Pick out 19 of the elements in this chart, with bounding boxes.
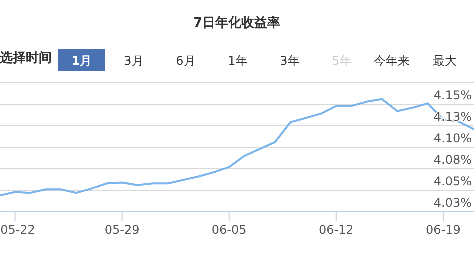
text: 1月 — [72, 54, 92, 68]
x-tick-label: 05-22 — [0, 223, 36, 237]
text: 1年 — [228, 54, 248, 68]
y-tick-label: 4.15% — [434, 88, 472, 102]
text: 选择时间 — [0, 51, 52, 66]
chart-title: 7日年化收益率 — [193, 15, 281, 31]
y-tick-label: 4.03% — [434, 196, 472, 210]
text: 今年来 — [374, 54, 410, 68]
text: 3年 — [280, 54, 300, 68]
y-tick-label: 4.05% — [434, 174, 472, 188]
x-tick-label: 06-12 — [318, 223, 354, 237]
x-tick-label: 05-29 — [104, 223, 140, 237]
x-tick-label: 06-05 — [212, 223, 247, 237]
x-tick-label: 06-19 — [426, 223, 461, 237]
text: 3月 — [124, 54, 144, 68]
y-tick-label: 4.10% — [434, 132, 472, 146]
y-tick-label: 4.08% — [434, 153, 472, 167]
text: 最大 — [433, 54, 457, 68]
text: 6月 — [176, 54, 196, 68]
